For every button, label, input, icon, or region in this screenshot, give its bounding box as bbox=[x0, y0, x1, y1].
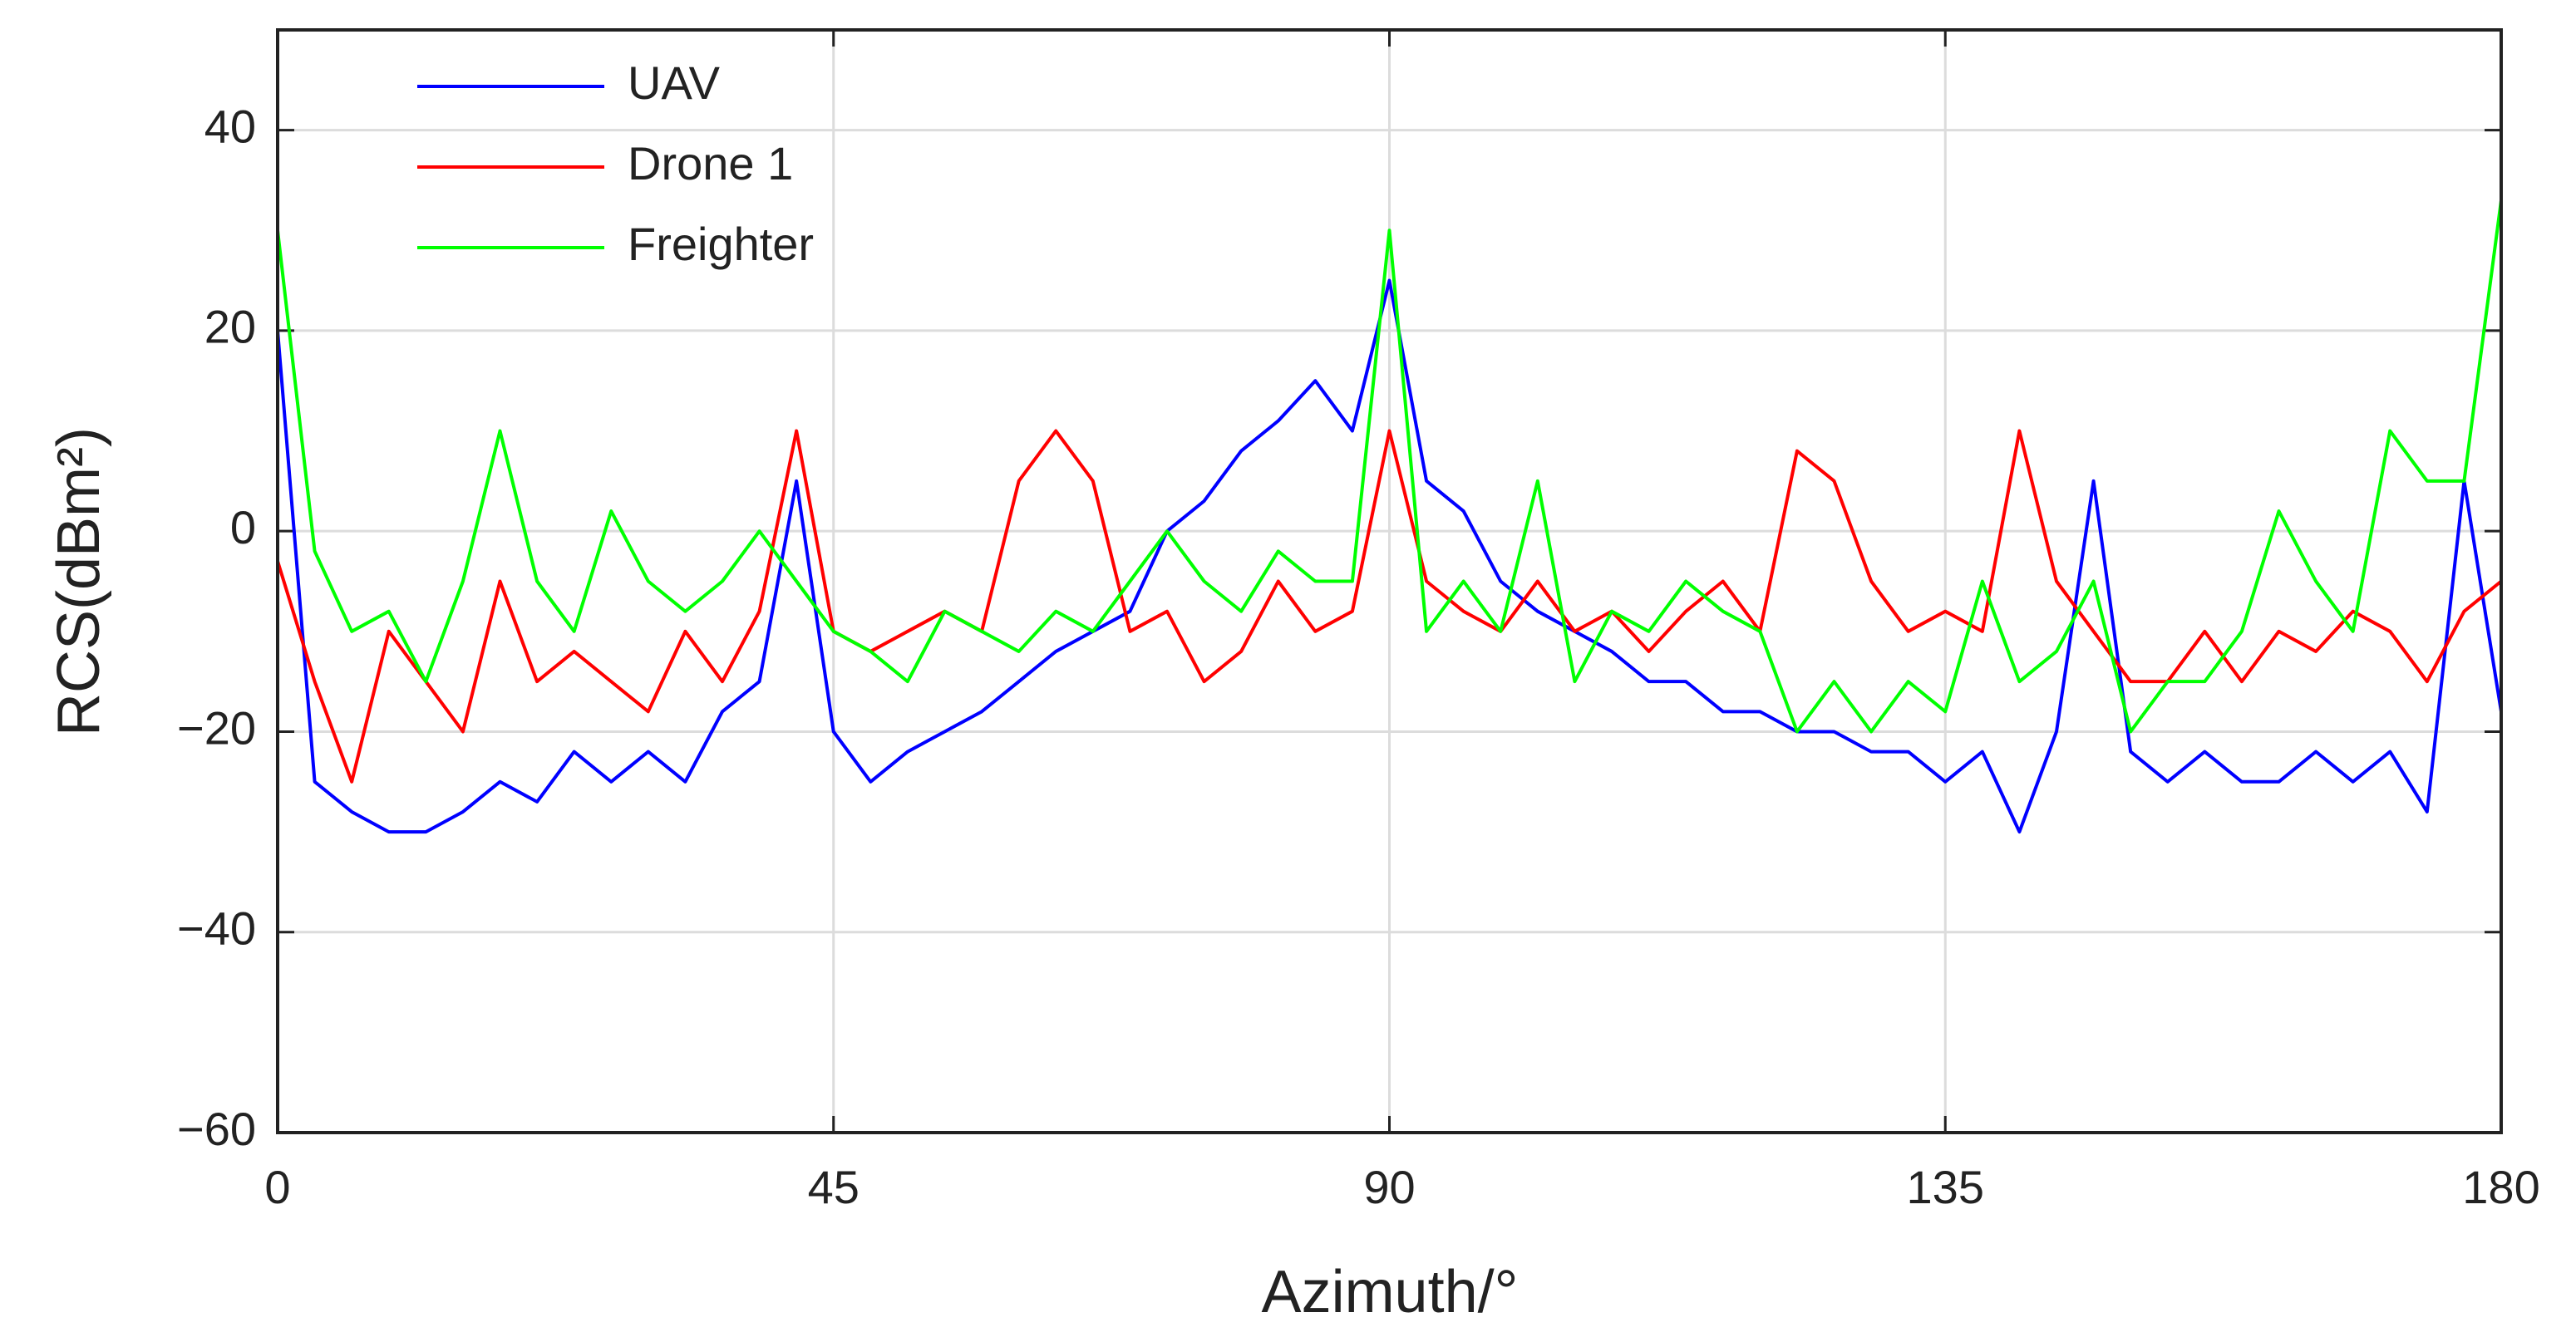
x-tick-label: 90 bbox=[1363, 1161, 1415, 1213]
legend-label: Freighter bbox=[628, 218, 814, 270]
y-tick-label: 20 bbox=[204, 301, 256, 353]
y-tick-label: 40 bbox=[204, 100, 256, 152]
y-tick-label: −20 bbox=[177, 701, 256, 754]
x-tick-label: 180 bbox=[2462, 1161, 2539, 1213]
x-tick-label: 0 bbox=[264, 1161, 290, 1213]
plot-frame bbox=[276, 28, 2503, 1134]
y-axis-label: RCS(dBm²) bbox=[46, 427, 112, 736]
y-tick-label: 0 bbox=[230, 501, 256, 553]
y-tick-label: −40 bbox=[177, 902, 256, 955]
y-tick-label: −60 bbox=[177, 1103, 256, 1155]
x-axis-label: Azimuth/° bbox=[1262, 1259, 1519, 1325]
data-line bbox=[276, 199, 2503, 734]
x-tick-label: 45 bbox=[808, 1161, 859, 1213]
x-tick-label: 135 bbox=[1907, 1161, 1984, 1213]
legend-label: UAV bbox=[628, 57, 721, 109]
data-line bbox=[276, 429, 2503, 784]
legend-label: Drone 1 bbox=[628, 137, 793, 189]
data-line bbox=[276, 278, 2503, 834]
